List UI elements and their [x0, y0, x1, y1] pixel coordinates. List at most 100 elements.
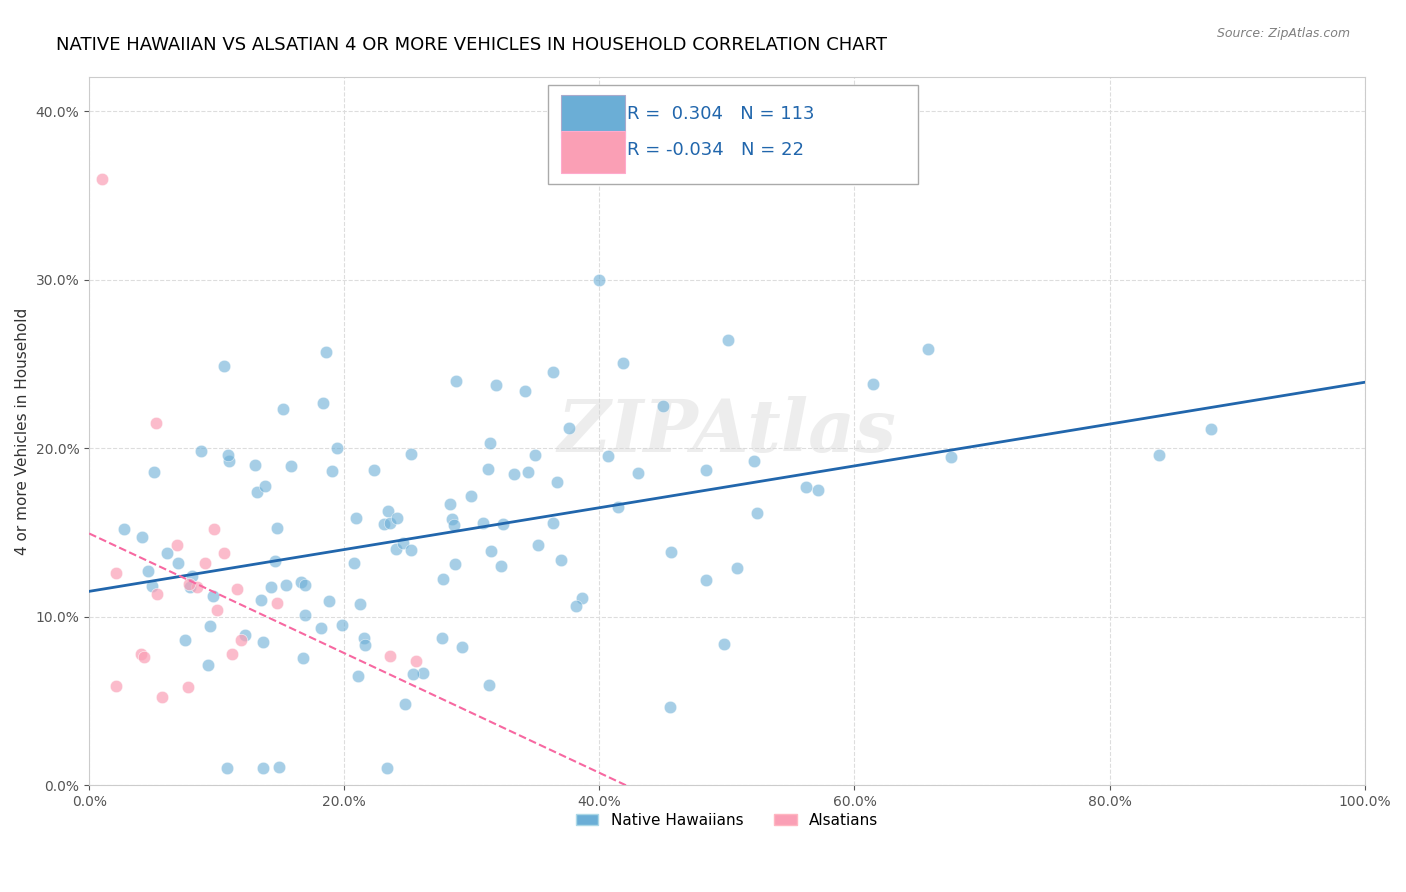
FancyBboxPatch shape [561, 130, 624, 173]
Point [607, 500, 630, 515]
Point [794, 480, 817, 494]
Point [218, 454, 240, 468]
Point [280, 459, 302, 474]
Point [391, 536, 413, 550]
Point [143, 466, 166, 480]
Point [266, 596, 288, 610]
Point [344, 511, 367, 525]
Point [471, 516, 494, 531]
Point [150, 690, 173, 705]
Point [491, 516, 513, 531]
Point [541, 365, 564, 379]
Point [444, 557, 467, 571]
Point [713, 638, 735, 652]
Point [1201, 422, 1223, 436]
Point [399, 448, 422, 462]
Point [274, 578, 297, 592]
Point [627, 466, 650, 480]
Point [695, 574, 717, 588]
Point [941, 450, 963, 465]
Point [231, 632, 253, 647]
Point [347, 669, 370, 683]
Point [167, 556, 190, 570]
Point [588, 273, 610, 287]
Point [439, 497, 461, 511]
Point [363, 463, 385, 477]
Point [695, 463, 717, 477]
Point [197, 657, 219, 672]
Point [104, 679, 127, 693]
Point [717, 334, 740, 348]
Point [252, 761, 274, 775]
Point [266, 520, 288, 534]
Point [312, 395, 335, 409]
Point [294, 607, 316, 622]
Point [612, 356, 634, 370]
Point [405, 654, 427, 668]
Point [402, 667, 425, 681]
Point [430, 631, 453, 645]
Point [330, 617, 353, 632]
Point [104, 566, 127, 581]
Point [186, 580, 208, 594]
Point [378, 649, 401, 664]
Point [269, 760, 291, 774]
Point [318, 594, 340, 608]
Point [373, 516, 395, 531]
Point [443, 517, 465, 532]
Point [478, 436, 501, 450]
Point [1149, 448, 1171, 462]
Point [326, 442, 349, 456]
Point [225, 582, 247, 596]
Point [343, 556, 366, 570]
Text: ZIPAtlas: ZIPAtlas [558, 396, 896, 467]
Point [217, 761, 239, 775]
Point [264, 554, 287, 568]
Point [917, 343, 939, 357]
Point [806, 483, 828, 497]
Point [194, 556, 217, 570]
Point [253, 479, 276, 493]
Point [478, 678, 501, 692]
Point [294, 578, 316, 592]
Point [349, 597, 371, 611]
Point [290, 574, 312, 589]
Point [725, 561, 748, 575]
Text: R =  0.304   N = 113: R = 0.304 N = 113 [627, 105, 815, 123]
Point [174, 633, 197, 648]
Point [177, 577, 200, 591]
Point [166, 538, 188, 552]
Point [90, 171, 112, 186]
Point [489, 559, 512, 574]
Point [212, 546, 235, 560]
Point [315, 344, 337, 359]
Point [399, 542, 422, 557]
Point [451, 640, 474, 655]
Point [485, 377, 508, 392]
Point [354, 639, 377, 653]
Text: R = -0.034   N = 22: R = -0.034 N = 22 [627, 141, 804, 159]
Point [136, 564, 159, 578]
Point [446, 374, 468, 388]
Point [146, 587, 169, 601]
Point [221, 647, 243, 661]
Point [744, 454, 766, 468]
Point [565, 599, 588, 613]
Point [205, 603, 228, 617]
Point [527, 538, 550, 552]
Point [659, 545, 682, 559]
Point [190, 444, 212, 458]
Point [202, 522, 225, 536]
Point [460, 489, 482, 503]
Point [394, 697, 416, 711]
FancyBboxPatch shape [548, 85, 918, 184]
Text: NATIVE HAWAIIAN VS ALSATIAN 4 OR MORE VEHICLES IN HOUSEHOLD CORRELATION CHART: NATIVE HAWAIIAN VS ALSATIAN 4 OR MORE VE… [56, 36, 887, 54]
FancyBboxPatch shape [561, 95, 624, 137]
Point [156, 546, 179, 560]
Y-axis label: 4 or more Vehicles in Household: 4 or more Vehicles in Household [15, 308, 30, 555]
Point [321, 464, 343, 478]
Point [132, 650, 155, 665]
Point [353, 632, 375, 646]
Point [112, 522, 135, 536]
Point [432, 572, 454, 586]
